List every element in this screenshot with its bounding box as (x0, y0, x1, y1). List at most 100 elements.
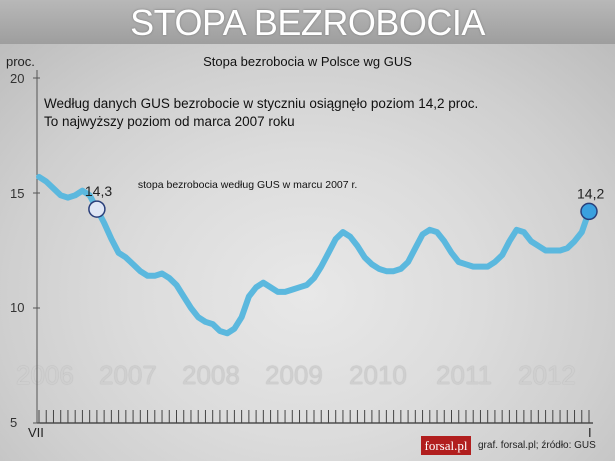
x-axis-start-label: VII (28, 425, 44, 440)
data-point (196, 315, 200, 319)
data-point (254, 285, 258, 289)
data-point (312, 276, 316, 280)
data-point (392, 269, 396, 273)
data-point (225, 331, 229, 335)
data-point (457, 260, 461, 264)
data-point (232, 327, 236, 331)
data-point (334, 237, 338, 241)
data-point (384, 269, 388, 273)
data-point (211, 322, 215, 326)
data-point (507, 239, 511, 243)
data-point (493, 260, 497, 264)
x-axis-end-label: I (588, 425, 592, 440)
data-point (413, 246, 417, 250)
data-point (421, 232, 425, 236)
data-point (73, 193, 77, 197)
data-point (167, 276, 171, 280)
source-credit: graf. forsal.pl; źródło: GUS (478, 440, 596, 451)
chart-title: Stopa bezrobocia w Polsce wg GUS (203, 54, 412, 69)
data-point (522, 230, 526, 234)
y-tick-label-20: 20 (10, 71, 25, 86)
data-point (529, 239, 533, 243)
data-point (515, 228, 519, 232)
data-point (326, 251, 330, 255)
data-point (160, 272, 164, 275)
data-point (442, 239, 446, 243)
data-point (109, 237, 113, 241)
data-point (486, 265, 490, 269)
data-point (450, 251, 453, 255)
data-point (247, 295, 251, 298)
data-point (276, 290, 280, 294)
data-point (102, 221, 106, 225)
data-point (551, 249, 555, 252)
y-tick-label-10: 10 (10, 300, 25, 315)
data-point (175, 283, 178, 287)
data-point (305, 283, 309, 287)
data-point (341, 230, 345, 234)
data-point (66, 196, 70, 200)
data-point (580, 230, 584, 234)
label-note-march-2007: stopa bezrobocia według GUS w marcu 2007… (138, 179, 357, 191)
data-point (544, 249, 548, 252)
data-point (565, 246, 569, 250)
annotation-line-2: To najwyższy poziom od marca 2007 roku (44, 114, 295, 129)
data-point (189, 306, 193, 310)
data-point (131, 262, 135, 266)
data-point (80, 189, 84, 193)
data-point (478, 265, 482, 269)
publisher-logo: forsal.pl (421, 436, 471, 455)
data-point (464, 262, 468, 266)
year-label-2009: 2009 (265, 360, 323, 390)
data-point (261, 281, 265, 285)
label-value-jan-2013: 14,2 (577, 185, 604, 201)
data-point (153, 274, 157, 278)
data-point (435, 230, 439, 234)
data-point (218, 329, 222, 333)
year-label-2010: 2010 (349, 360, 407, 390)
data-point (88, 193, 92, 197)
label-value-march-2007: 14,3 (85, 183, 112, 199)
data-point (298, 285, 302, 289)
data-point (269, 285, 273, 289)
year-label-2008: 2008 (182, 360, 240, 390)
data-point (319, 265, 323, 269)
data-point (428, 228, 432, 232)
banner-title: STOPA BEZROBOCIA (130, 2, 485, 43)
data-point (44, 180, 48, 183)
data-point (283, 290, 287, 294)
data-point (138, 269, 142, 273)
data-point (536, 244, 540, 248)
data-point (59, 193, 63, 197)
year-label-2006: 2006 (16, 360, 74, 390)
data-point (406, 260, 410, 264)
data-point (399, 267, 403, 271)
year-label-2007: 2007 (99, 360, 157, 390)
annotation-line-1: Według danych GUS bezrobocie w styczniu … (44, 96, 479, 111)
data-point (240, 315, 244, 319)
data-point (370, 262, 374, 266)
data-point (124, 255, 128, 259)
data-point (471, 265, 475, 269)
y-axis-unit-label: proc. (6, 54, 35, 69)
data-point (146, 274, 150, 278)
data-point (182, 295, 186, 298)
y-tick-label-5: 5 (10, 415, 18, 430)
y-tick-label-15: 15 (10, 186, 25, 201)
data-point (37, 175, 41, 179)
year-label-2011: 2011 (436, 360, 492, 390)
data-point (290, 288, 294, 292)
data-point (573, 239, 577, 243)
data-point (117, 251, 121, 255)
data-point (558, 249, 562, 252)
marker-march-2007 (88, 200, 106, 218)
year-label-2012: 2012 (518, 360, 576, 390)
banner: STOPA BEZROBOCIA (0, 0, 615, 44)
data-point (500, 253, 504, 257)
data-point (203, 320, 207, 324)
data-point (355, 244, 359, 248)
data-point (363, 255, 367, 259)
data-point (348, 235, 352, 239)
